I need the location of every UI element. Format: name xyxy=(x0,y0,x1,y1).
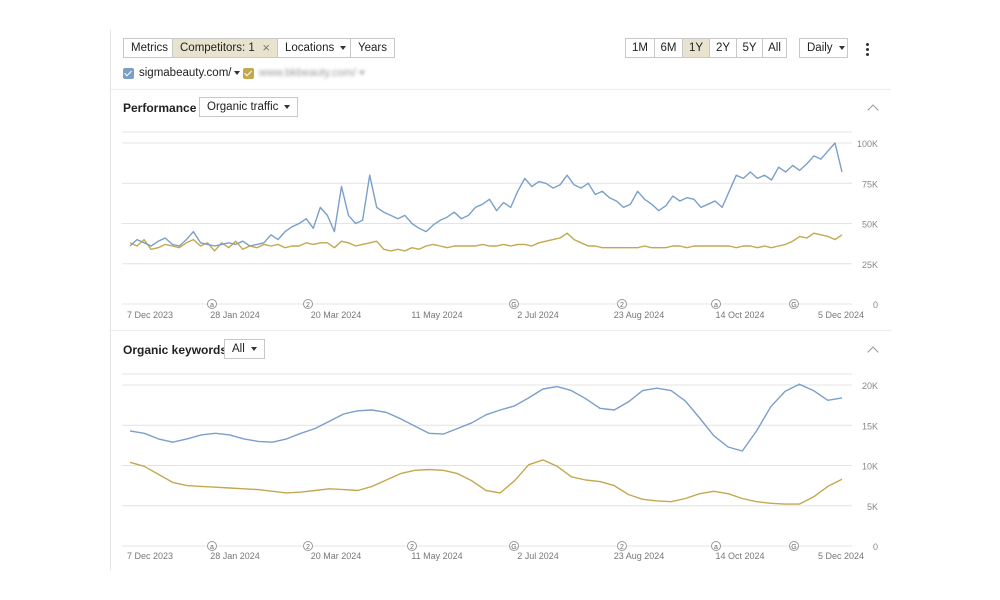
primary-site-selector[interactable]: sigmabeauty.com/ xyxy=(139,67,241,79)
close-icon[interactable]: × xyxy=(262,40,270,55)
range-button-5y[interactable]: 5Y xyxy=(736,38,763,58)
performance-title: Performance xyxy=(123,101,197,115)
keywords-filter-label: All xyxy=(232,343,245,355)
collapse-performance-icon[interactable] xyxy=(867,104,879,116)
chevron-down-icon xyxy=(284,104,291,109)
more-options-icon[interactable] xyxy=(866,43,869,58)
competitors-label: Competitors: 1 xyxy=(180,42,255,54)
keywords-title: Organic keywords xyxy=(123,343,228,357)
chevron-down-icon xyxy=(250,346,257,351)
chevron-down-icon xyxy=(340,45,347,50)
divider xyxy=(111,89,891,90)
range-button-all[interactable]: All xyxy=(762,38,787,58)
chevron-down-icon xyxy=(234,70,241,75)
years-button[interactable]: Years xyxy=(350,38,395,58)
traffic-metric-dropdown[interactable]: Organic traffic xyxy=(199,97,299,117)
competitor-site-selector[interactable]: www.bkbeauty.com/ xyxy=(259,67,366,79)
range-button-2y[interactable]: 2Y xyxy=(709,38,737,58)
report-panel: Metrics Competitors: 1 × Locations Years… xyxy=(110,30,891,570)
locations-dropdown[interactable]: Locations xyxy=(277,38,351,58)
competitors-button[interactable]: Competitors: 1 × xyxy=(172,38,278,58)
primary-series-checkbox[interactable] xyxy=(123,68,134,79)
competitor-site-label: www.bkbeauty.com/ xyxy=(259,67,357,79)
chevron-down-icon xyxy=(838,45,845,50)
chevron-down-icon xyxy=(359,71,366,76)
keywords-filter-dropdown[interactable]: All xyxy=(224,339,265,359)
traffic-metric-label: Organic traffic xyxy=(207,101,279,113)
collapse-keywords-icon[interactable] xyxy=(867,346,879,358)
divider xyxy=(111,330,891,331)
range-button-1m[interactable]: 1M xyxy=(625,38,655,58)
locations-label: Locations xyxy=(285,42,335,54)
interval-dropdown[interactable]: Daily xyxy=(799,38,848,58)
competitor-series-checkbox[interactable] xyxy=(243,68,254,79)
range-button-6m[interactable]: 6M xyxy=(654,38,683,58)
primary-site-label: sigmabeauty.com/ xyxy=(139,67,232,79)
range-button-1y[interactable]: 1Y xyxy=(682,38,710,58)
metrics-button[interactable]: Metrics xyxy=(123,38,177,58)
interval-label: Daily xyxy=(807,42,833,54)
